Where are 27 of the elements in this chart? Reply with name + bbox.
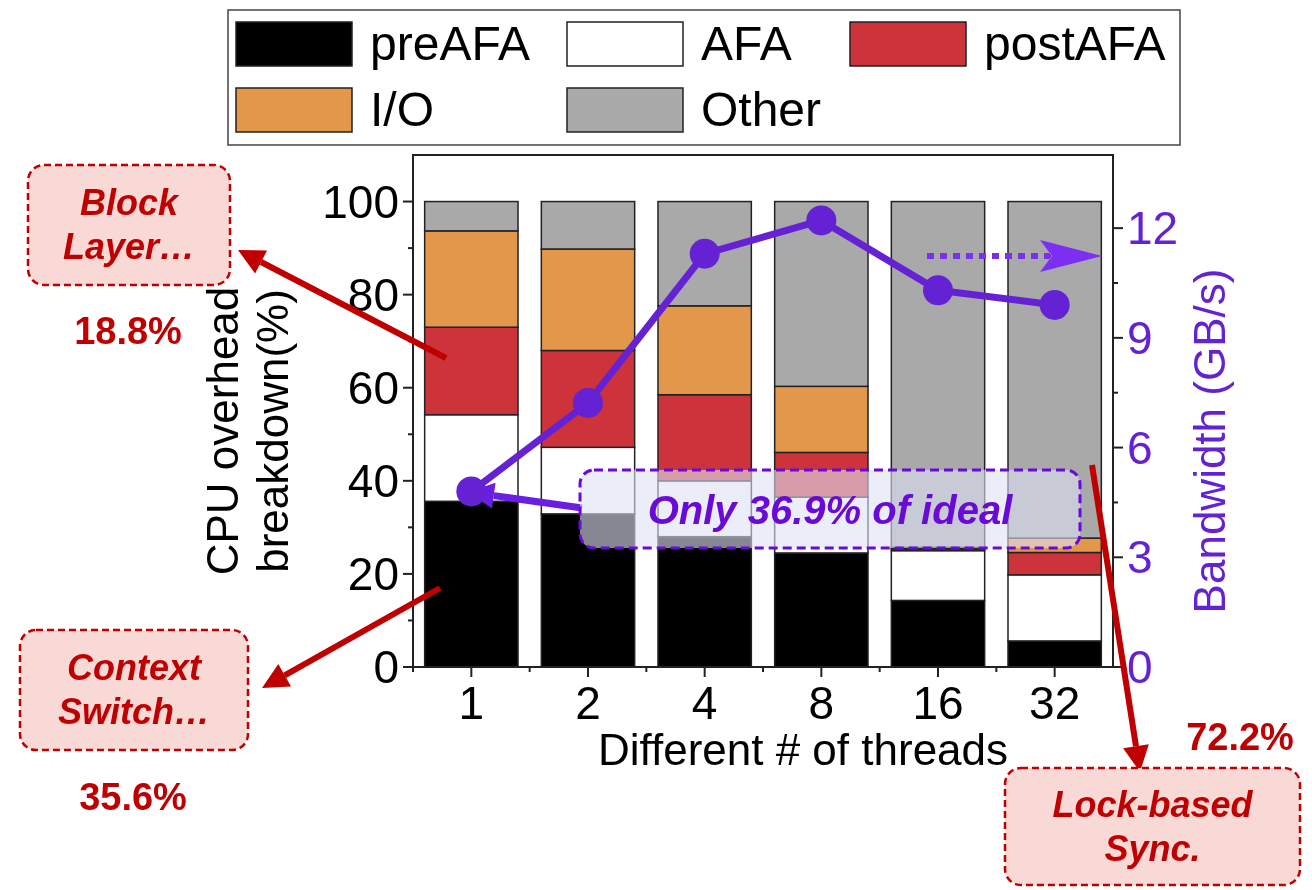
- x-tick-label: 1: [458, 677, 485, 729]
- text: Context Switch…: [57, 647, 211, 732]
- y-tick-label: 20: [347, 547, 399, 600]
- legend-label: preAFA: [370, 17, 531, 70]
- legend-label: postAFA: [984, 17, 1166, 70]
- y2-tick-label: 9: [1127, 311, 1153, 364]
- y-tick-label: 0: [373, 641, 399, 693]
- y-tick-label: 100: [322, 175, 399, 228]
- y2-tick-label: 3: [1127, 531, 1153, 584]
- y2-axis-title: Bandwidth (GB/s): [1185, 268, 1234, 614]
- text: 18.8%: [74, 310, 182, 352]
- annotation: Only 36.9% of ideal: [647, 488, 1014, 532]
- x-tick-label: 32: [1029, 677, 1081, 729]
- y-tick-label: 80: [347, 268, 399, 321]
- y2-tick-label: 0: [1127, 641, 1153, 693]
- legend-label: AFA: [701, 17, 792, 70]
- y-axis-title: CPU overhead breakdown(%): [198, 286, 297, 576]
- y2-tick-label: 12: [1127, 202, 1179, 255]
- y-tick-label: 40: [347, 454, 399, 507]
- legend-label: Other: [701, 83, 822, 136]
- text: 35.6%: [79, 776, 187, 818]
- y2-tick-label: 6: [1127, 421, 1153, 474]
- text: Block Layer…: [62, 182, 196, 267]
- text: 72.2%: [1186, 716, 1294, 758]
- y-tick-label: 60: [347, 361, 399, 414]
- text: Lock-based Sync.: [1052, 783, 1254, 869]
- legend-label: I/O: [370, 83, 435, 136]
